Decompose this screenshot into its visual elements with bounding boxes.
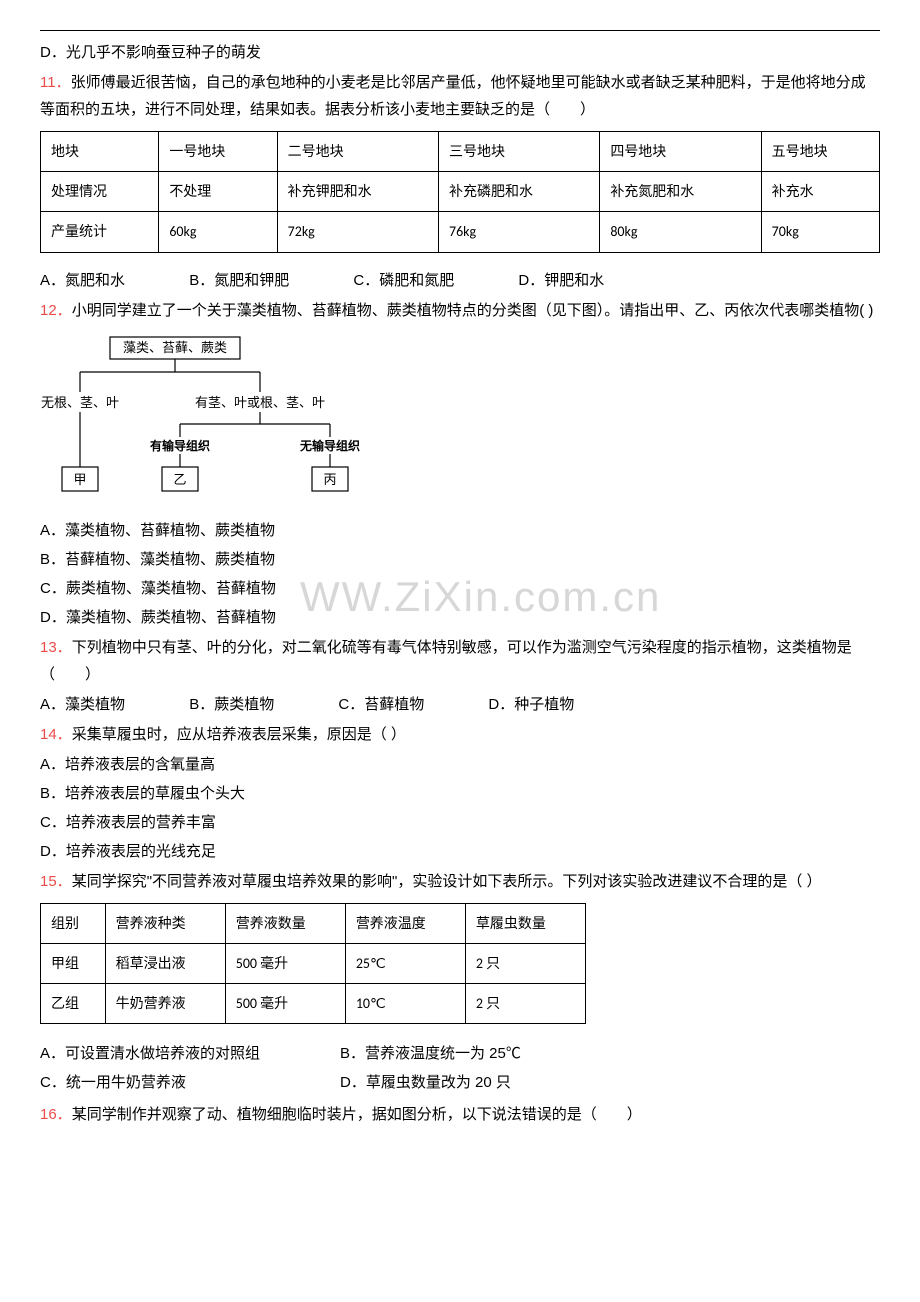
table-cell: 一号地块: [159, 132, 277, 172]
table-cell: 二号地块: [277, 132, 438, 172]
table-row: 组别 营养液种类 营养液数量 营养液温度 草履虫数量: [41, 903, 586, 943]
q11-option-d: D．钾肥和水: [518, 267, 604, 294]
table-cell: 80kg: [600, 212, 761, 252]
table-cell: 营养液数量: [225, 903, 345, 943]
table-row: 地块 一号地块 二号地块 三号地块 四号地块 五号地块: [41, 132, 880, 172]
table-cell: 乙组: [41, 983, 106, 1023]
table-cell: 草履虫数量: [465, 903, 585, 943]
table-cell: 10℃: [345, 983, 465, 1023]
q11-option-b: B．氮肥和钾肥: [189, 267, 289, 294]
q14-text: 14．采集草履虫时，应从培养液表层采集，原因是（ ）: [40, 721, 880, 748]
table-row: 甲组 稻草浸出液 500 毫升 25℃ 2 只: [41, 943, 586, 983]
q13-number: 13．: [40, 639, 72, 656]
q13-option-d: D．种子植物: [488, 691, 574, 718]
q11-option-c: C．磷肥和氮肥: [353, 267, 454, 294]
table-cell: 牛奶营养液: [105, 983, 225, 1023]
table-cell: 补充水: [761, 172, 879, 212]
q12-option-c: C．蕨类植物、藻类植物、苔藓植物: [40, 575, 880, 602]
q12-body: 小明同学建立了一个关于藻类植物、苔藓植物、蕨类植物特点的分类图（见下图）。请指出…: [72, 302, 874, 319]
table-cell: 产量统计: [41, 212, 159, 252]
q14-number: 14．: [40, 726, 72, 743]
q11-options: A．氮肥和水 B．氮肥和钾肥 C．磷肥和氮肥 D．钾肥和水: [40, 267, 880, 294]
diagram-left-label: 无根、茎、叶: [41, 395, 119, 410]
q11-body: 张师傅最近很苦恼，自己的承包地种的小麦老是比邻居产量低，他怀疑地里可能缺水或者缺…: [40, 74, 866, 118]
table-cell: 60kg: [159, 212, 277, 252]
table-cell: 不处理: [159, 172, 277, 212]
q14-option-d: D．培养液表层的光线充足: [40, 838, 880, 865]
q12-option-a: A．藻类植物、苔藓植物、蕨类植物: [40, 517, 880, 544]
top-horizontal-rule: [40, 30, 880, 31]
q15-option-b: B．营养液温度统一为 25℃: [340, 1040, 640, 1067]
table-row: 乙组 牛奶营养液 500 毫升 10℃ 2 只: [41, 983, 586, 1023]
diagram-root-label: 藻类、苔藓、蕨类: [123, 340, 227, 355]
q15-option-d: D．草履虫数量改为 20 只: [340, 1069, 640, 1096]
q12-diagram: 藻类、苔藓、蕨类 无根、茎、叶 有茎、叶或根、茎、叶 有输导组织 无输导组织 甲…: [40, 332, 880, 511]
q13-option-a: A．藻类植物: [40, 691, 125, 718]
table-row: 处理情况 不处理 补充钾肥和水 补充磷肥和水 补充氮肥和水 补充水: [41, 172, 880, 212]
table-cell: 甲组: [41, 943, 106, 983]
q14-option-c: C．培养液表层的营养丰富: [40, 809, 880, 836]
table-cell: 组别: [41, 903, 106, 943]
table-cell: 72kg: [277, 212, 438, 252]
q15-option-c: C．统一用牛奶营养液: [40, 1069, 340, 1096]
table-cell: 营养液温度: [345, 903, 465, 943]
q15-options: A．可设置清水做培养液的对照组 C．统一用牛奶营养液 B．营养液温度统一为 25…: [40, 1038, 880, 1098]
q14-options: A．培养液表层的含氧量高 B．培养液表层的草履虫个头大 C．培养液表层的营养丰富…: [40, 751, 880, 865]
q13-option-b: B．蕨类植物: [189, 691, 274, 718]
diagram-midleft-label: 有输导组织: [150, 438, 210, 453]
table-cell: 补充氮肥和水: [600, 172, 761, 212]
table-cell: 2 只: [465, 983, 585, 1023]
q13-body: 下列植物中只有茎、叶的分化，对二氧化硫等有毒气体特别敏感，可以作为滥测空气污染程…: [40, 639, 852, 683]
table-cell: 稻草浸出液: [105, 943, 225, 983]
q15-text: 15．某同学探究"不同营养液对草履虫培养效果的影响"，实验设计如下表所示。下列对…: [40, 868, 880, 895]
table-cell: 补充磷肥和水: [438, 172, 599, 212]
q16-body: 某同学制作并观察了动、植物细胞临时装片，据如图分析，以下说法错误的是（ ）: [72, 1106, 642, 1123]
diagram-leaf-1: 甲: [73, 472, 86, 487]
table-cell: 500 毫升: [225, 983, 345, 1023]
q10-option-d: D．光几乎不影响蚕豆种子的萌发: [40, 39, 880, 66]
diagram-leaf-2: 乙: [173, 472, 186, 487]
q13-option-c: C．苔藓植物: [338, 691, 424, 718]
q12-option-b: B．苔藓植物、藻类植物、蕨类植物: [40, 546, 880, 573]
diagram-midright-label: 无输导组织: [299, 438, 360, 453]
diagram-leaf-3: 丙: [323, 472, 336, 487]
table-cell: 70kg: [761, 212, 879, 252]
q15-table: 组别 营养液种类 营养液数量 营养液温度 草履虫数量 甲组 稻草浸出液 500 …: [40, 903, 586, 1025]
q12-option-d: D．藻类植物、蕨类植物、苔藓植物: [40, 604, 880, 631]
table-cell: 三号地块: [438, 132, 599, 172]
table-cell: 25℃: [345, 943, 465, 983]
q13-options: A．藻类植物 B．蕨类植物 C．苔藓植物 D．种子植物: [40, 691, 880, 718]
q15-body: 某同学探究"不同营养液对草履虫培养效果的影响"，实验设计如下表所示。下列对该实验…: [72, 873, 822, 890]
table-cell: 地块: [41, 132, 159, 172]
q11-table: 地块 一号地块 二号地块 三号地块 四号地块 五号地块 处理情况 不处理 补充钾…: [40, 131, 880, 253]
q14-body: 采集草履虫时，应从培养液表层采集，原因是（ ）: [72, 726, 406, 743]
diagram-right-label: 有茎、叶或根、茎、叶: [195, 395, 325, 410]
q11-option-a: A．氮肥和水: [40, 267, 125, 294]
q15-number: 15．: [40, 873, 72, 890]
q12-options: A．藻类植物、苔藓植物、蕨类植物 B．苔藓植物、藻类植物、蕨类植物 C．蕨类植物…: [40, 517, 880, 631]
q14-option-a: A．培养液表层的含氧量高: [40, 751, 880, 778]
q11-text: 11．张师傅最近很苦恼，自己的承包地种的小麦老是比邻居产量低，他怀疑地里可能缺水…: [40, 69, 880, 123]
table-cell: 四号地块: [600, 132, 761, 172]
q12-number: 12．: [40, 302, 72, 319]
q11-number: 11．: [40, 74, 71, 91]
q16-number: 16．: [40, 1106, 72, 1123]
q15-option-a: A．可设置清水做培养液的对照组: [40, 1040, 340, 1067]
table-cell: 处理情况: [41, 172, 159, 212]
q13-text: 13．下列植物中只有茎、叶的分化，对二氧化硫等有毒气体特别敏感，可以作为滥测空气…: [40, 634, 880, 688]
table-cell: 营养液种类: [105, 903, 225, 943]
q12-text: 12．小明同学建立了一个关于藻类植物、苔藓植物、蕨类植物特点的分类图（见下图）。…: [40, 297, 880, 324]
table-cell: 补充钾肥和水: [277, 172, 438, 212]
table-cell: 76kg: [438, 212, 599, 252]
q14-option-b: B．培养液表层的草履虫个头大: [40, 780, 880, 807]
table-cell: 五号地块: [761, 132, 879, 172]
table-cell: 2 只: [465, 943, 585, 983]
q16-text: 16．某同学制作并观察了动、植物细胞临时装片，据如图分析，以下说法错误的是（ ）: [40, 1101, 880, 1128]
table-cell: 500 毫升: [225, 943, 345, 983]
table-row: 产量统计 60kg 72kg 76kg 80kg 70kg: [41, 212, 880, 252]
